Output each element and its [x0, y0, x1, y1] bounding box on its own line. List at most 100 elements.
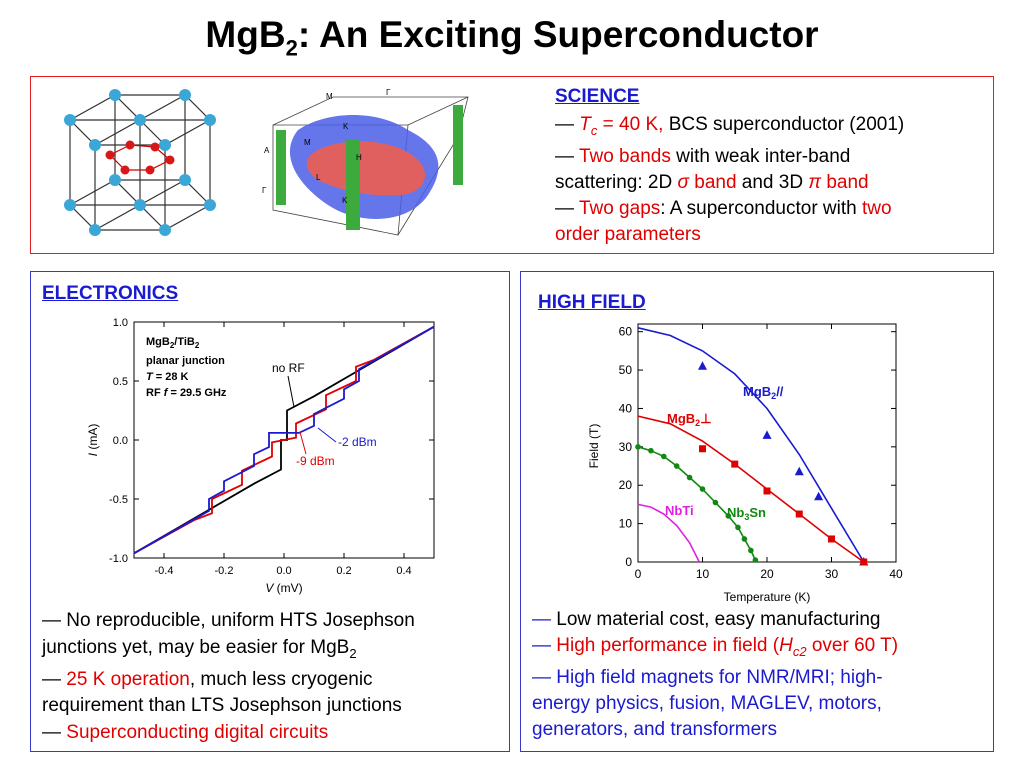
iv-y-tick-label: -1.0	[109, 553, 128, 565]
science-panel	[30, 76, 994, 254]
iv-x-tick-label: 0.2	[336, 565, 351, 577]
hc2-point-2	[686, 474, 693, 481]
hc2-point-2	[741, 536, 748, 542]
hc2-point-1	[699, 445, 706, 453]
hc2-x-tick-label: 0	[635, 567, 642, 581]
hc2-x-tick-label: 10	[696, 567, 710, 581]
electronics-bullet-3: — Superconducting digital circuits	[42, 721, 329, 743]
fermi-label-m2: M	[304, 138, 311, 147]
hc2-x-tick-label: 40	[889, 567, 903, 581]
iv-chart: -0.4 -0.2 0.0 0.2 0.4 1.0 0.5 0.0 -0.5 -1.0 MgB2/…	[86, 317, 435, 595]
electronics-panel	[30, 271, 510, 752]
science-bullet-bands: — Two bands with weak inter-band	[555, 145, 851, 167]
hc2-point-2	[635, 444, 641, 450]
hc2-x-tick-label: 20	[760, 567, 774, 581]
hc2-label-mgb2-par: MgB2//	[743, 384, 784, 401]
hc2-x-tick-label: 30	[825, 567, 839, 581]
iv-x-tick-label: 0.4	[396, 565, 411, 577]
hc2-point-2	[735, 524, 741, 531]
highfield-bullet-3-cont1: energy physics, fusion, MAGLEV, motors,	[532, 692, 882, 714]
iv-series-line-2	[133, 325, 435, 555]
iv-y-tick-label: 0.5	[113, 376, 128, 388]
hc2-series-line-1	[637, 415, 865, 563]
hc2-y-tick-label: 0	[625, 555, 632, 569]
hc2-y-tick-label: 10	[619, 517, 633, 531]
page-title: MgB2: An Exciting Superconductor	[205, 14, 819, 61]
highfield-heading: HIGH FIELD	[538, 292, 646, 313]
hc2-point-1	[860, 558, 868, 566]
iv-x-tick-label: -0.2	[215, 565, 234, 577]
science-bullet-gaps: — Two gaps: A superconductor with two	[555, 197, 892, 219]
electronics-bullet-2-cont: requirement than LTS Josephson junctions	[42, 695, 402, 717]
iv-y-tick-label: -0.5	[109, 494, 128, 506]
hc2-point-0	[762, 430, 772, 439]
science-bullet-tc: — Tc = 40 K, BCS superconductor (2001)	[555, 114, 905, 138]
hc2-point-1	[795, 510, 803, 518]
hc2-label-mgb2-perp: MgB2⊥	[667, 411, 712, 428]
hc2-point-0	[814, 491, 824, 501]
hc2-series-line-3	[637, 503, 701, 563]
hc2-point-0	[698, 361, 707, 370]
hc2-point-1	[828, 535, 835, 543]
electronics-heading: ELECTRONICS	[42, 283, 179, 304]
iv-series-label-2dbm: -2 dBm	[338, 435, 377, 449]
hc2-point-1	[763, 487, 771, 495]
hc2-x-axis-label: Temperature (K)	[724, 590, 811, 604]
fermi-label-l: L	[316, 173, 321, 182]
iv-y-tick-label: 0.0	[113, 435, 128, 447]
fermi-label-gamma2: Γ	[262, 186, 267, 195]
iv-legend-line1: MgB2/TiB2	[146, 336, 200, 350]
hc2-chart: 0 10 20 30 40 0 10 20 30 40 50 60 MgB2// MgB2⊥ Nb3S…	[587, 323, 903, 604]
hc2-point-2	[712, 499, 719, 506]
iv-y-axis-label: I (mA)	[86, 424, 100, 457]
highfield-text: — Low material cost, easy manufacturing …	[532, 607, 987, 743]
mgb2-crystal-structure	[64, 89, 216, 236]
fermi-surface-figure: M Γ K M A H L K Γ	[262, 88, 469, 236]
hc2-y-tick-label: 60	[619, 325, 633, 339]
science-bullet-bands-cont: scattering: 2D σ band and 3D π band	[555, 171, 869, 193]
hc2-y-tick-label: 20	[619, 478, 633, 492]
hc2-y-tick-label: 30	[619, 440, 633, 454]
iv-x-axis-label: V (mV)	[265, 581, 302, 595]
highfield-bullet-2: — High performance in field (Hc2 over 60…	[532, 635, 899, 659]
hc2-point-1	[731, 460, 739, 468]
hc2-point-2	[752, 557, 759, 563]
iv-series-label-norf: no RF	[272, 361, 305, 375]
science-text: — Tc = 40 K, BCS superconductor (2001) —…	[555, 112, 985, 248]
fermi-label-m: M	[326, 92, 333, 101]
hc2-point-2	[699, 486, 706, 492]
hc2-point-2	[725, 513, 732, 519]
science-heading: SCIENCE	[555, 86, 640, 107]
fermi-label-gamma: Γ	[386, 88, 391, 97]
highfield-bullet-3-cont2: generators, and transformers	[532, 718, 778, 740]
hc2-label-nbti: NbTi	[665, 503, 694, 518]
hc2-point-2	[673, 463, 680, 469]
electronics-bullet-1-cont: junctions yet, may be easier for MgB2	[42, 636, 357, 661]
fermi-label-h: H	[356, 153, 362, 162]
hc2-y-axis-label: Field (T)	[587, 424, 601, 469]
fermi-label-a: A	[264, 146, 270, 155]
highfield-bullet-1: — Low material cost, easy manufacturing	[532, 609, 881, 630]
fermi-label-k2: K	[342, 196, 348, 205]
iv-legend-line2: planar junction	[146, 355, 225, 367]
hc2-point-2	[748, 547, 754, 554]
iv-series-label-9dbm: -9 dBm	[296, 454, 335, 468]
iv-series-line-1	[133, 325, 435, 555]
iv-x-tick-label: 0.0	[276, 565, 291, 577]
electronics-bullet-1: — No reproducible, uniform HTS Josephson	[42, 610, 415, 631]
iv-x-tick-label: -0.4	[155, 565, 174, 577]
hc2-point-2	[648, 447, 654, 454]
hc2-label-nb3sn: Nb3Sn	[727, 505, 766, 522]
fermi-label-k: K	[343, 122, 349, 131]
highfield-bullet-3: — High field magnets for NMR/MRI; high-	[532, 666, 883, 688]
iv-legend-line4: RF f = 29.5 GHz	[146, 387, 227, 399]
electronics-bullet-2: — 25 K operation, much less cryogenic	[42, 668, 373, 690]
highfield-panel	[520, 271, 994, 752]
iv-legend-line3: T = 28 K	[146, 371, 189, 383]
hc2-point-2	[661, 453, 667, 460]
hc2-point-0	[794, 466, 804, 476]
hc2-series-line-0	[637, 327, 865, 563]
science-bullet-gaps-cont: order parameters	[555, 223, 701, 245]
hc2-y-tick-label: 50	[619, 363, 633, 377]
iv-y-tick-label: 1.0	[113, 317, 128, 329]
